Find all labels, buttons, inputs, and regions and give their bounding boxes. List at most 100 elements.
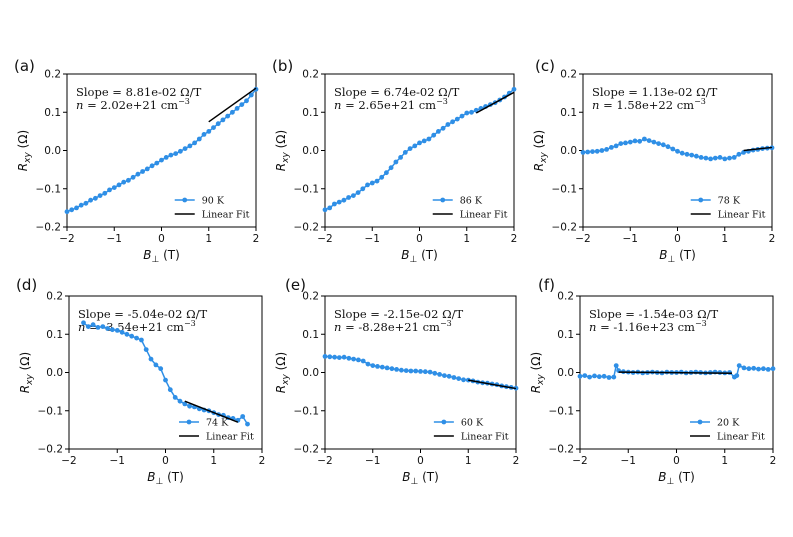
data-point [230,109,235,115]
data-point [442,373,447,378]
x-tick-label: −2 [575,233,590,245]
x-tick-label: −2 [317,455,332,467]
data-point [168,152,174,158]
data-point [431,132,437,138]
data-point [461,377,466,383]
legend-data-label: 20 K [717,418,740,429]
data-point [402,150,408,155]
y-tick-label: −0.2 [294,222,320,234]
data-point [64,209,70,215]
data-point [399,367,404,373]
data-point [374,178,380,184]
panel-f: −2 −1 0 1 2 −0.2 −0.1 0.0 0.1 0.2 B⊥ (T) Rxy (Ω) (f)… [529,276,776,487]
data-point [665,144,671,150]
data-point [172,395,178,400]
data-point [153,362,159,368]
data-point [375,364,380,369]
data-point [694,153,699,159]
y-tick-label: 0.1 [46,329,63,341]
y-tick-label: 0.0 [46,367,63,379]
legend-data-marker [440,197,446,203]
data-point [684,151,690,157]
data-point [100,324,106,329]
data-point [225,113,231,119]
panel-c: −2 −1 0 1 2 −0.2 −0.1 0.0 0.1 0.2 B⊥ (T) Rxy (Ω) (c)… [532,57,775,265]
data-point [756,366,761,372]
data-point [355,190,361,196]
data-point [736,151,742,157]
data-point [736,363,742,368]
density-annotation: n = -8.28e+21 cm−3 [334,319,452,334]
x-tick-label: 0 [673,455,680,467]
data-point [154,160,160,166]
y-tick-label: −0.1 [38,405,64,417]
legend-data-label: 90 K [202,196,225,207]
density-annotation: n = 2.65e+21 cm−3 [334,97,448,112]
y-axis-label: Rxy (Ω) [274,130,291,171]
data-point [196,136,202,142]
data-point [85,324,91,329]
data-point [239,102,245,107]
slope-annotation: Slope = -1.54e-03 Ω/T [589,307,718,321]
data-point [445,122,451,127]
x-tick-label: 1 [463,233,470,245]
panel-label: (a) [14,57,35,75]
panel-d: −2 −1 0 1 2 −0.2 −0.1 0.0 0.1 0.2 B⊥ (T) Rxy (Ω) (d)… [16,276,265,487]
data-point [110,327,115,333]
data-point [611,374,617,380]
data-point [322,354,328,359]
y-tick-label: −0.1 [294,405,320,417]
data-point [130,174,136,180]
data-point [327,354,333,360]
data-point [135,171,141,177]
data-point [206,129,212,134]
data-point [346,195,351,200]
data-point [116,182,122,188]
data-point [454,116,460,122]
legend-fit-label: Linear Fit [460,210,508,221]
data-point [211,125,216,130]
data-point [95,325,101,330]
legend-data-marker [697,419,703,425]
slope-annotation: Slope = 8.81e-02 Ω/T [76,85,202,99]
data-point [440,125,446,131]
data-point [637,138,643,144]
x-tick-label: 2 [769,233,776,245]
data-point [351,193,356,199]
x-tick-label: −1 [365,233,380,245]
data-series-line [83,322,249,425]
data-point [417,140,422,146]
legend-data-label: 60 K [461,418,484,429]
data-point [144,166,150,172]
data-point [384,170,389,176]
data-point [148,356,154,362]
y-axis-label: Rxy (Ω) [16,130,33,171]
data-point [473,107,479,113]
data-point [761,366,766,372]
data-point [332,201,337,207]
x-tick-label: −1 [621,455,636,467]
y-axis-label: Rxy (Ω) [274,352,291,393]
data-point [590,149,595,155]
y-tick-label: −0.2 [549,444,575,456]
legend-fit-label: Linear Fit [717,432,765,443]
data-point [418,369,423,374]
data-point [651,139,657,145]
data-point [698,155,704,160]
data-point [712,155,718,161]
data-point [459,113,465,119]
data-point [365,182,370,188]
slope-annotation: Slope = -2.15e-02 Ω/T [334,307,463,321]
data-point [436,129,441,134]
data-point [234,106,240,111]
data-point [403,368,409,373]
x-axis-label: B⊥ (T) [659,248,696,265]
y-tick-label: 0.0 [44,145,61,157]
y-tick-label: 0.2 [302,291,319,303]
data-point [642,136,647,142]
y-tick-label: 0.1 [557,329,574,341]
data-point [582,373,588,378]
data-point [143,347,149,352]
data-point [592,373,597,379]
data-point [613,143,619,149]
